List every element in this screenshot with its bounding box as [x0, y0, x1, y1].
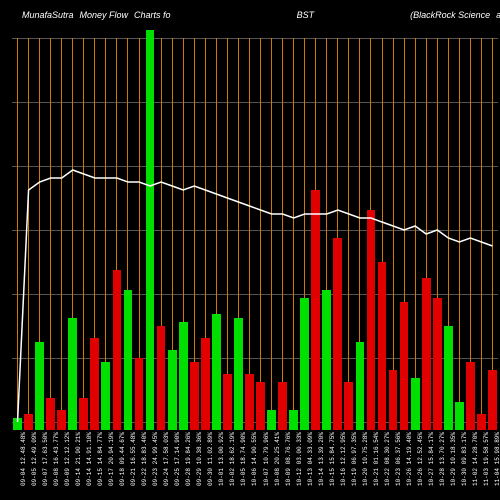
x-axis-label: 10-07 10.79.96%	[263, 432, 270, 486]
x-axis-label: 10-13 04.33.09%	[307, 432, 314, 486]
x-axis-label: 10-01 13.00.92%	[218, 432, 225, 486]
x-axis-label: 10-26 14.19.40%	[406, 432, 413, 486]
x-axis-label: 09-25 17.14.90%	[174, 432, 181, 486]
x-axis-label: 09-08 16.43.77%	[53, 432, 60, 486]
x-axis-label: 10-08 20.25.41%	[274, 432, 281, 486]
x-axis-label: 10-05 18.74.90%	[240, 432, 247, 486]
header-site: MunafaSutra	[0, 10, 80, 20]
x-axis-label: 10-02 18.62.19%	[229, 432, 236, 486]
x-axis-label: 09-22 18.83.40%	[141, 432, 148, 486]
x-axis-label: 09-24 17.58.03%	[163, 432, 170, 486]
x-axis-label: 10-19 06.97.35%	[351, 432, 358, 486]
x-axis-label: 09-23 24.99.45%	[152, 432, 159, 486]
x-axis-label: 10-14 13.39.20%	[318, 432, 325, 486]
x-axis-label: 09-14 14.91.10%	[86, 432, 93, 486]
x-axis-label: 10-15 15.84.75%	[329, 432, 336, 486]
header-ticker: BST	[297, 10, 321, 20]
x-axis-label: 09-04 12.48.48%	[20, 432, 27, 486]
x-axis-label: 09-07 17.63.50%	[42, 432, 49, 486]
x-axis-label: 10-29 10.18.35%	[450, 432, 457, 486]
header-subsection: Charts fo	[134, 10, 177, 20]
x-axis-label: 10-22 08.30.27%	[384, 432, 391, 486]
header-company: (BlackRock Science	[410, 10, 496, 20]
x-axis-label: 09-18 09.44.67%	[119, 432, 126, 486]
x-axis-label: 09-09 12.12.12%	[64, 432, 71, 486]
x-axis-label: 09-14 21.90.21%	[75, 432, 82, 486]
x-axis-label: 10-26 12.52.45%	[417, 432, 424, 486]
x-axis: 09-04 12.48.48% 09-05 12.49.09% 09-07 17.6…	[12, 430, 498, 500]
x-axis-label: 09-28 19.84.26%	[185, 432, 192, 486]
x-axis-label: 11-04 15.98.89%	[494, 432, 500, 486]
x-axis-label: 09-30 11.02.89%	[207, 432, 214, 486]
x-axis-label: 10-27 15.84.17%	[428, 432, 435, 486]
header-company2: and Techn	[496, 10, 500, 20]
x-axis-label: 10-09 08.76.76%	[285, 432, 292, 486]
x-axis-label: 09-29 10.38.36%	[196, 432, 203, 486]
x-axis-label: 10-30 09.83.17%	[461, 432, 468, 486]
chart-container: MunafaSutra Money Flow Charts fo BST (Bl…	[0, 0, 500, 500]
x-axis-label: 09-15 14.84.77%	[97, 432, 104, 486]
x-axis-label: 09-05 12.49.09%	[31, 432, 38, 486]
x-axis-label: 10-12 03.00.33%	[296, 432, 303, 486]
header-section: Money Flow	[80, 10, 135, 20]
x-axis-label: 10-16 12.12.95%	[340, 432, 347, 486]
x-axis-label: 09-17 20.94.19%	[108, 432, 115, 486]
x-axis-label: 10-21 01.16.54%	[373, 432, 380, 486]
line-overlay	[12, 30, 498, 430]
price-line	[18, 170, 493, 422]
x-axis-label: 09-21 16.55.48%	[130, 432, 137, 486]
chart-header: MunafaSutra Money Flow Charts fo BST (Bl…	[0, 0, 500, 30]
x-axis-label: 10-28 13.70.27%	[439, 432, 446, 486]
chart-area	[12, 30, 498, 430]
x-axis-label: 10-06 14.90.55%	[251, 432, 258, 486]
x-axis-label: 11-03 19.58.57%	[483, 432, 490, 486]
x-axis-label: 10-20 10.75.28%	[362, 432, 369, 486]
x-axis-label: 10-23 06.37.56%	[395, 432, 402, 486]
x-axis-label: 11-02 14.28.70%	[472, 432, 479, 486]
